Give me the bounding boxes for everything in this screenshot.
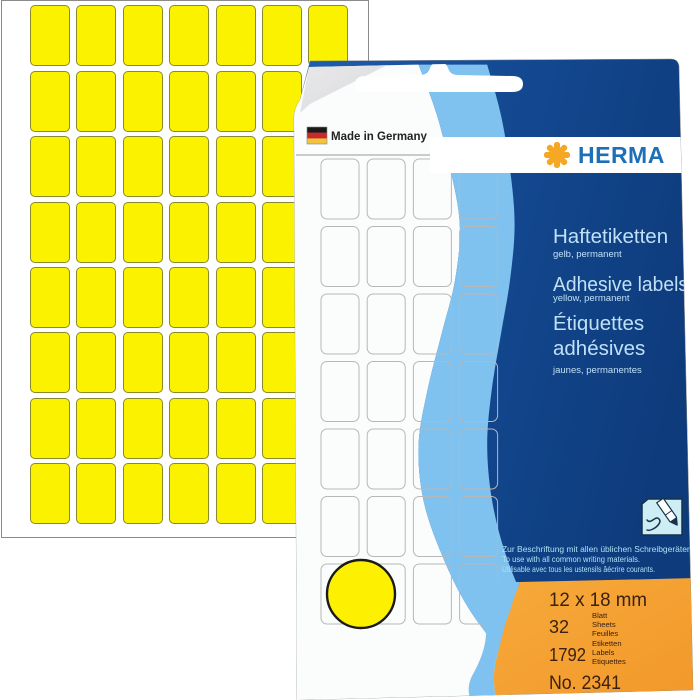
svg-text:Labels: Labels (592, 648, 615, 657)
svg-text:32: 32 (549, 617, 569, 637)
svg-text:HERMA: HERMA (578, 142, 665, 168)
svg-text:Made in Germany: Made in Germany (331, 131, 427, 143)
svg-text:Utilisable avec tous les usten: Utilisable avec tous les ustensils âécri… (502, 564, 655, 574)
svg-text:Blatt: Blatt (592, 611, 608, 620)
svg-text:yellow, permanent: yellow, permanent (553, 293, 630, 304)
svg-text:Etiquettes: Etiquettes (592, 657, 626, 666)
svg-text:No. 2341: No. 2341 (549, 673, 621, 694)
svg-text:1792: 1792 (549, 645, 586, 665)
svg-text:gelb, permanent: gelb, permanent (553, 249, 622, 260)
svg-text:adhésives: adhésives (553, 337, 645, 360)
svg-text:Etiketten: Etiketten (592, 639, 622, 648)
svg-text:To use with all common writing: To use with all common writing materials… (502, 554, 640, 564)
svg-text:Zur Beschriftung mit allen übl: Zur Beschriftung mit allen üblichen Schr… (502, 544, 694, 554)
svg-text:Étiquettes: Étiquettes (553, 312, 644, 335)
svg-text:jaunes, permanentes: jaunes, permanentes (552, 365, 642, 376)
svg-text:12 x 18 mm: 12 x 18 mm (549, 590, 647, 611)
svg-text:Haftetiketten: Haftetiketten (553, 225, 668, 248)
svg-text:Sheets: Sheets (592, 620, 616, 629)
svg-text:Feuilles: Feuilles (592, 629, 618, 638)
